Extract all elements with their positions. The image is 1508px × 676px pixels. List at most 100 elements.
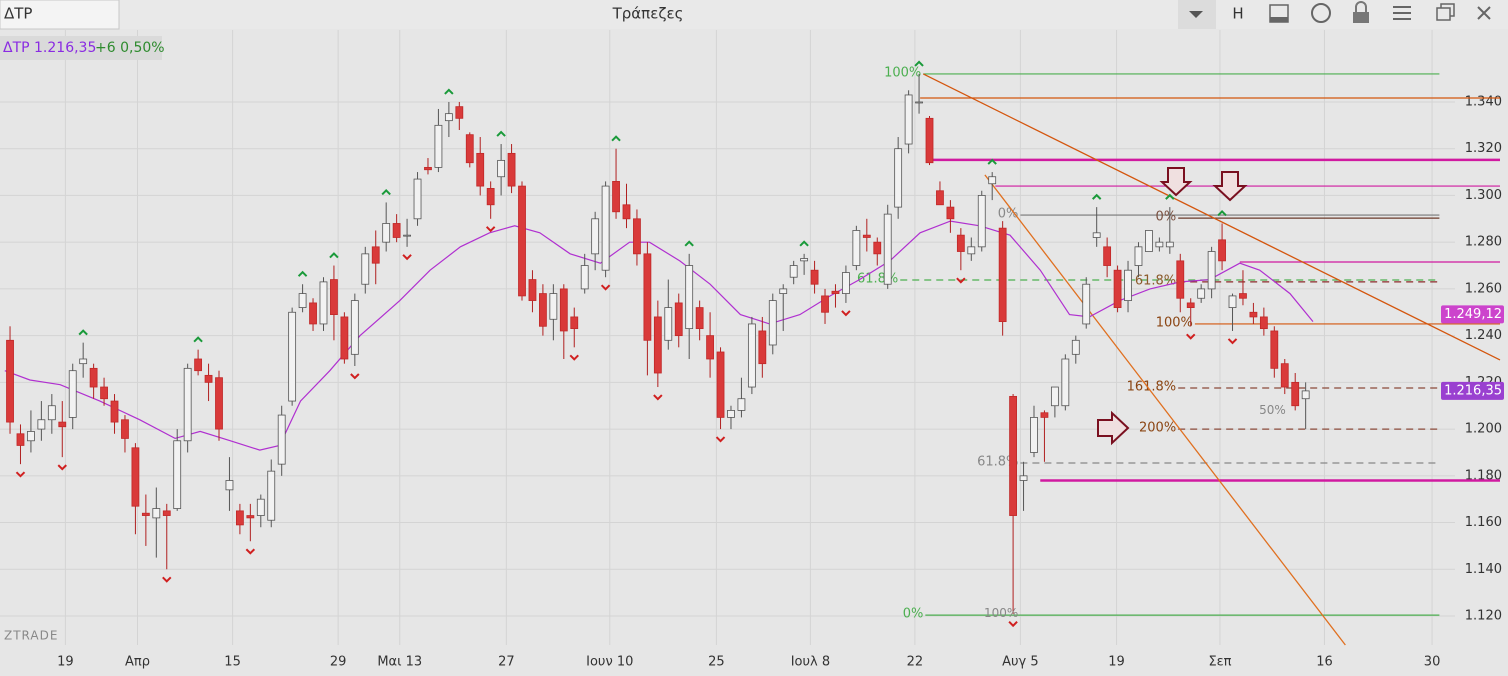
candle-body xyxy=(27,431,35,442)
x-tick-label: Αυγ 5 xyxy=(1002,655,1039,670)
candle-body xyxy=(330,279,338,316)
fractal-down xyxy=(402,254,412,261)
candle-body xyxy=(1270,330,1279,369)
info-price: ΔΤΡ 1.216,35 xyxy=(3,40,96,56)
candle-body xyxy=(685,265,694,330)
candle-body xyxy=(580,265,589,290)
menu-icon[interactable] xyxy=(1393,6,1411,20)
candle-body xyxy=(256,498,265,516)
price-label: 1.216,35 xyxy=(1444,383,1502,398)
candle-body xyxy=(622,204,631,220)
level-label: 61.8% xyxy=(857,272,898,287)
watermark: ZTRADE xyxy=(4,629,58,643)
x-tick-label: 15 xyxy=(224,655,241,670)
candle-body xyxy=(946,206,955,220)
candle-body xyxy=(340,316,349,360)
x-tick-label: 22 xyxy=(907,655,924,670)
x-tick-label: 29 xyxy=(330,655,347,670)
h-button[interactable]: H xyxy=(1232,5,1243,23)
trend-line xyxy=(922,73,1501,361)
y-tick-label: 1.120 xyxy=(1465,609,1502,624)
x-tick-label: 16 xyxy=(1316,655,1333,670)
candle-body xyxy=(664,307,673,341)
lock-shackle xyxy=(1355,1,1367,12)
info-change: +6 0,50% xyxy=(95,40,165,56)
fractal-up xyxy=(1091,193,1102,200)
candle-body xyxy=(152,508,161,519)
candle-body xyxy=(747,323,756,388)
y-tick-label: 1.320 xyxy=(1465,141,1502,156)
x-tick-label: Μαι 13 xyxy=(377,655,422,670)
candle-body xyxy=(413,178,422,220)
candle-body xyxy=(1280,363,1289,388)
lock-icon[interactable] xyxy=(1353,12,1369,23)
close-icon[interactable] xyxy=(1477,6,1491,20)
restore-icon[interactable] xyxy=(1436,7,1451,21)
fractal-up xyxy=(329,252,339,259)
candle-body xyxy=(444,113,453,122)
tab-label[interactable]: ΔΤΡ xyxy=(4,5,32,23)
candle-body xyxy=(1071,339,1080,355)
candle-body xyxy=(1103,246,1112,266)
level-label: 200% xyxy=(1139,421,1176,436)
candle-body xyxy=(758,330,767,365)
right-arrow xyxy=(1097,410,1130,446)
candle-body xyxy=(894,148,903,208)
fractal-up xyxy=(987,158,997,165)
candle-body xyxy=(727,410,735,418)
price-label-box xyxy=(1441,305,1504,324)
fractal-down xyxy=(653,394,663,401)
level-label: 61.8% xyxy=(977,454,1018,469)
fractal-down xyxy=(715,436,726,443)
candle-body xyxy=(434,124,443,168)
candle-body xyxy=(1259,316,1268,330)
fractal-up xyxy=(381,189,391,196)
candle-body xyxy=(1291,381,1300,407)
candle-body xyxy=(131,447,140,507)
candle-body xyxy=(371,246,380,264)
candle-body xyxy=(1207,251,1216,290)
candle-body xyxy=(392,223,401,238)
fractal-down xyxy=(600,284,611,291)
candle-body xyxy=(653,316,662,374)
candle-body xyxy=(507,152,516,187)
x-tick-label: Σεπ xyxy=(1208,655,1231,670)
candle-body xyxy=(612,181,620,213)
candle-body xyxy=(956,234,965,252)
candle-body xyxy=(674,302,683,337)
fractal-up xyxy=(1217,210,1227,217)
fractal-up xyxy=(496,130,506,137)
candle-body xyxy=(79,358,88,365)
fractal-down xyxy=(1227,338,1238,345)
candle-body xyxy=(601,185,610,271)
candle-body xyxy=(1134,246,1143,266)
info-box xyxy=(0,36,162,60)
quote-icon[interactable] xyxy=(1311,3,1331,23)
y-tick-label: 1.200 xyxy=(1465,422,1502,437)
price-label: 1.249,12 xyxy=(1444,307,1502,322)
candle-body xyxy=(779,288,788,294)
x-tick-label: 30 xyxy=(1424,655,1441,670)
moving-average xyxy=(4,220,1314,451)
candle-body xyxy=(936,190,944,206)
candle-body xyxy=(591,218,600,255)
candle-body xyxy=(1092,232,1101,238)
candle-body xyxy=(267,470,276,521)
dropdown-icon[interactable] xyxy=(1189,11,1203,18)
candle-body xyxy=(486,188,495,206)
candle-body xyxy=(58,421,67,428)
fractal-up xyxy=(1165,193,1175,200)
fractal-up xyxy=(297,270,308,277)
level-label: 0% xyxy=(1156,210,1177,225)
candle-body xyxy=(173,440,182,509)
fractal-down xyxy=(841,310,851,317)
candle-body xyxy=(215,377,223,430)
tab[interactable] xyxy=(0,0,120,30)
candle-body xyxy=(549,293,558,320)
candle-body xyxy=(831,290,840,294)
fractal-down xyxy=(1186,333,1196,340)
y-tick-label: 1.280 xyxy=(1465,235,1502,250)
price-label-box xyxy=(1441,381,1504,400)
candle-body xyxy=(821,295,829,313)
candle-body xyxy=(141,512,150,516)
